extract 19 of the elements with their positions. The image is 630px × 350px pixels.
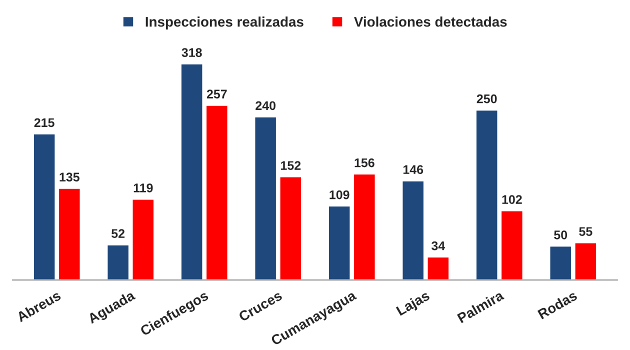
data-label: 257 (206, 90, 227, 99)
data-label: 109 (330, 190, 350, 200)
data-label: 119 (134, 184, 153, 192)
legend-label: Inspecciones realizadas (146, 16, 304, 30)
data-label: 240 (256, 101, 276, 110)
data-label: 55 (579, 227, 592, 236)
data-label: 250 (476, 94, 497, 104)
data-label: 135 (60, 172, 80, 182)
data-label: 52 (112, 229, 125, 238)
legend-label: Violaciones detectadas (354, 16, 507, 27)
x-tick-label: Lajas (396, 290, 432, 318)
data-label: 50 (554, 230, 568, 240)
data-label: 215 (34, 118, 54, 128)
data-label: 156 (354, 158, 374, 168)
data-label: 146 (403, 165, 424, 174)
data-label: 152 (281, 161, 301, 170)
data-label: 34 (432, 241, 446, 250)
data-label: 102 (502, 195, 522, 204)
data-label: 318 (182, 48, 202, 58)
